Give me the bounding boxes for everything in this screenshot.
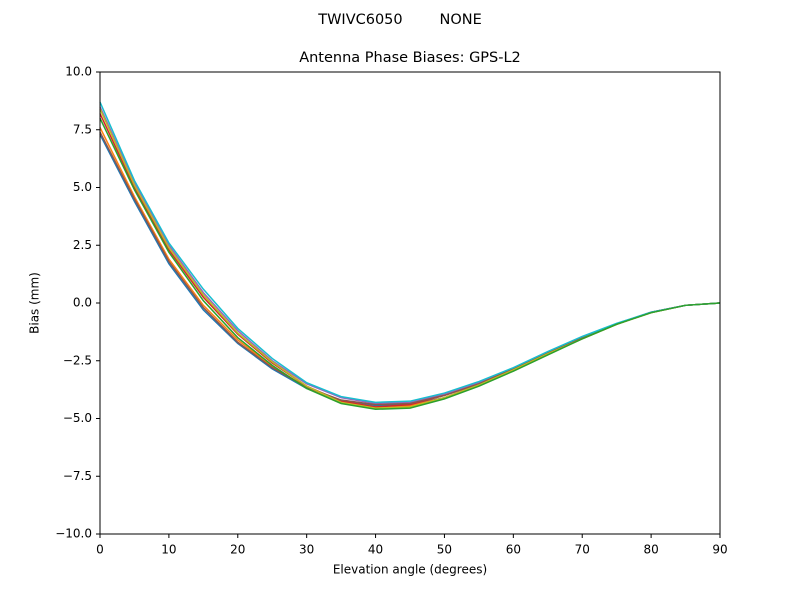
x-tick-label: 10	[161, 543, 176, 557]
y-tick-label: 2.5	[73, 238, 92, 252]
x-tick-label: 40	[368, 543, 383, 557]
y-tick-label: 7.5	[73, 122, 92, 136]
x-tick-label: 90	[712, 543, 727, 557]
x-tick-label: 30	[299, 543, 314, 557]
y-tick-label: 5.0	[73, 180, 92, 194]
y-tick-label: 0.0	[73, 296, 92, 310]
series-line	[99, 101, 721, 404]
y-tick-label: −5.0	[63, 411, 92, 425]
y-tick-label: −7.5	[63, 469, 92, 483]
x-tick-label: 60	[506, 543, 521, 557]
chart-suptitle: TWIVC6050 NONE	[317, 12, 482, 28]
series-line	[99, 117, 721, 411]
chart-title: Antenna Phase Biases: GPS-L2	[299, 50, 521, 66]
x-tick-label: 80	[643, 543, 658, 557]
y-tick-label: −2.5	[63, 353, 92, 367]
y-tick-label: 10.0	[65, 65, 92, 79]
x-tick-label: 50	[437, 543, 452, 557]
y-axis-label: Bias (mm)	[28, 272, 42, 334]
x-tick-label: 0	[96, 543, 104, 557]
x-tick-label: 70	[575, 543, 590, 557]
x-axis-label: Elevation angle (degrees)	[333, 563, 487, 577]
y-tick-label: −10.0	[55, 527, 92, 541]
x-tick-label: 20	[230, 543, 245, 557]
